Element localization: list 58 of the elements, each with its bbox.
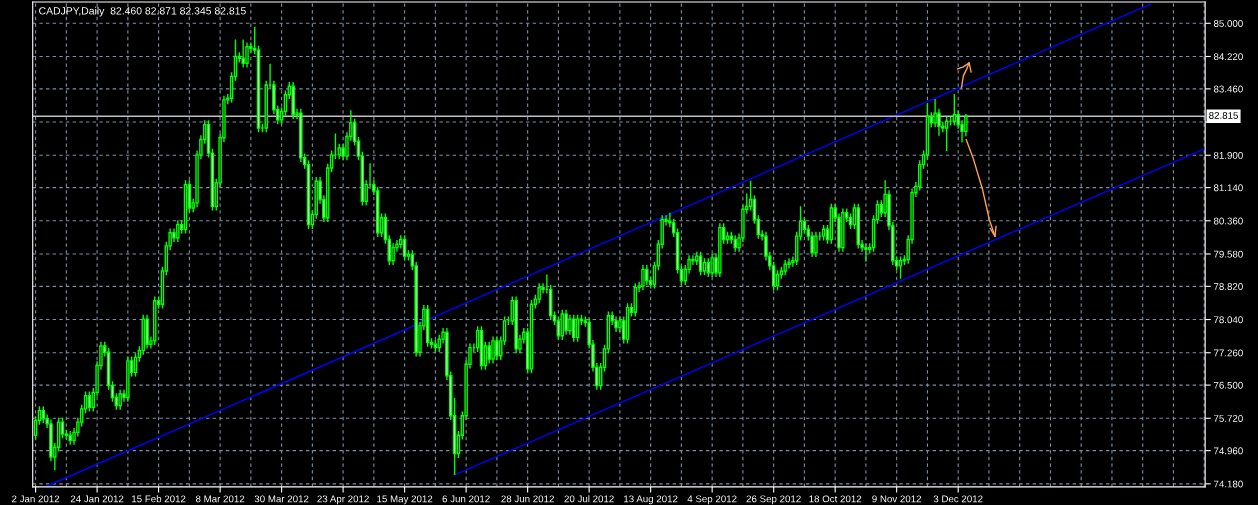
candlestick bbox=[241, 38, 245, 69]
candlestick bbox=[691, 254, 695, 266]
candlestick bbox=[87, 390, 92, 413]
x-tick-label: 30 Mar 2012 bbox=[254, 495, 309, 503]
candlestick bbox=[710, 252, 714, 278]
x-tick-label: 13 Aug 2012 bbox=[624, 495, 678, 505]
candlestick bbox=[964, 113, 968, 138]
candlestick bbox=[176, 219, 180, 243]
y-tick-label: 74.960 bbox=[1214, 447, 1243, 455]
x-tick-label: 3 Dec 2012 bbox=[933, 495, 983, 503]
candlestick bbox=[568, 314, 572, 336]
y-tick-label: 76.500 bbox=[1214, 381, 1243, 389]
y-tick-label: 79.580 bbox=[1214, 250, 1243, 258]
y-tick-label: 83.460 bbox=[1213, 85, 1243, 93]
candlestick bbox=[814, 231, 818, 258]
candlestick bbox=[641, 264, 645, 291]
x-tick-label: 24 Jan 2012 bbox=[70, 495, 124, 503]
candlestick bbox=[933, 98, 937, 128]
candlestick bbox=[775, 269, 780, 291]
y-tick-label: 81.140 bbox=[1213, 184, 1243, 192]
y-tick-label: 78.820 bbox=[1214, 283, 1243, 290]
candlestick bbox=[118, 389, 122, 411]
candlestick bbox=[391, 242, 395, 266]
x-tick-label: 6 Jun 2012 bbox=[442, 495, 490, 503]
candlestick bbox=[495, 335, 499, 361]
y-tick-label: 80.360 bbox=[1213, 217, 1243, 225]
x-tick-label: 28 Jun 2012 bbox=[501, 495, 554, 503]
candlestick bbox=[645, 264, 649, 286]
y-tick-label: 77.260 bbox=[1214, 349, 1243, 357]
x-tick-label: 8 Mar 2012 bbox=[195, 495, 245, 503]
candlestick bbox=[245, 41, 249, 69]
candlestick bbox=[537, 282, 541, 305]
y-tick-label: 85.000 bbox=[1213, 20, 1243, 27]
chart-title: CADJPY,Daily 82.460 82.871 82.345 82.815 bbox=[39, 6, 246, 17]
candlestick bbox=[564, 309, 568, 336]
candlestick bbox=[898, 255, 903, 280]
candlestick bbox=[952, 93, 957, 127]
y-tick-label: 75.720 bbox=[1214, 415, 1243, 422]
candlestick bbox=[572, 314, 576, 343]
y-tick-label: 84.220 bbox=[1213, 53, 1243, 61]
candlestick bbox=[487, 340, 491, 365]
candlestick bbox=[575, 314, 580, 343]
x-tick-label: 4 Sep 2012 bbox=[687, 495, 737, 505]
x-tick-label: 2 Jan 2012 bbox=[12, 495, 60, 503]
x-tick-label: 26 Sep 2012 bbox=[746, 495, 801, 505]
x-tick-label: 23 Apr 2012 bbox=[317, 495, 369, 505]
x-tick-label: 15 Feb 2012 bbox=[132, 495, 186, 503]
y-tick-label: 74.180 bbox=[1214, 480, 1243, 488]
candlestick bbox=[491, 335, 495, 365]
y-tick-label: 78.040 bbox=[1214, 316, 1243, 324]
ref-line-label: 82.815 bbox=[1209, 112, 1239, 119]
x-tick-label: 20 Jul 2012 bbox=[564, 495, 614, 503]
x-tick-label: 15 May 2012 bbox=[377, 495, 433, 505]
x-tick-label: 9 Nov 2012 bbox=[872, 495, 922, 503]
y-tick-label: 81.900 bbox=[1213, 151, 1243, 159]
candlestick bbox=[864, 242, 868, 263]
candlestick bbox=[560, 309, 564, 341]
x-tick-label: 18 Oct 2012 bbox=[809, 495, 862, 503]
